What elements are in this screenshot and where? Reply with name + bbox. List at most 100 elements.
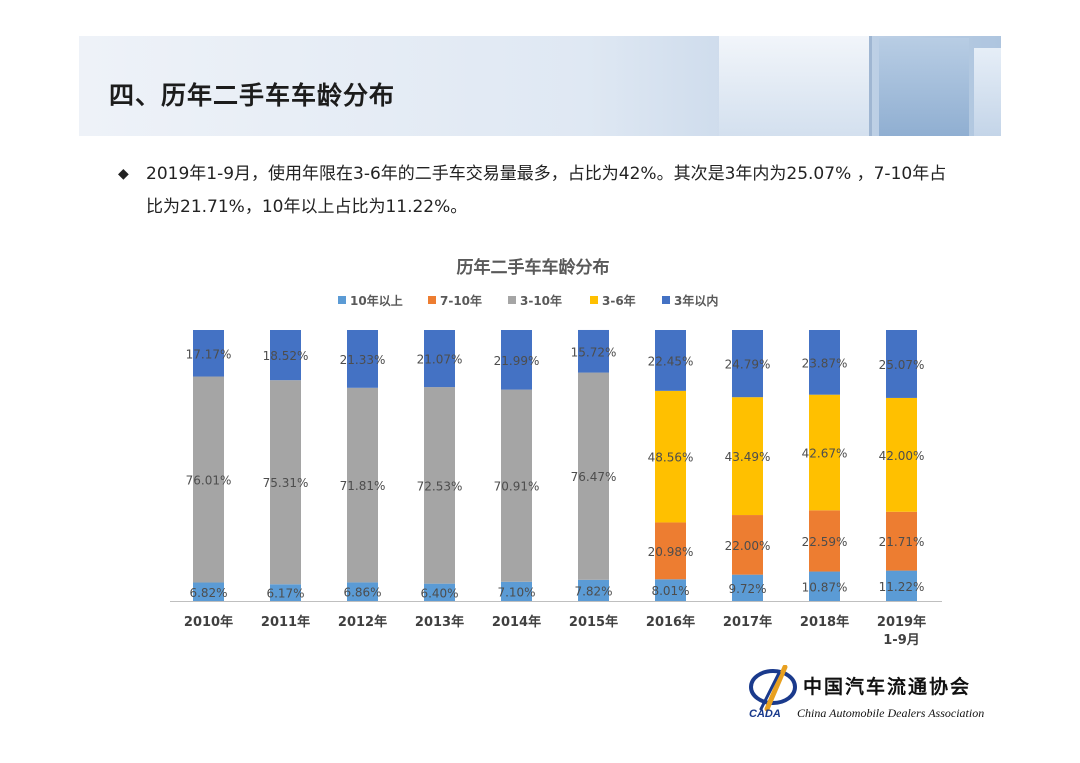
data-label: 22.59% [802, 535, 848, 549]
bar-segment [578, 329, 609, 373]
data-label: 7.10% [497, 585, 535, 599]
data-label: 76.47% [571, 470, 617, 484]
bar-segment [501, 330, 532, 390]
bar-segment [655, 522, 686, 580]
bar-segment [424, 330, 455, 388]
x-tick-label: 2010年 [184, 614, 233, 630]
banner-decor-cube [879, 38, 969, 136]
bar-segment [193, 582, 224, 601]
data-label: 75.31% [263, 476, 309, 490]
x-tick-label: 2019年 1-9月 [877, 614, 926, 648]
bar-segment [732, 330, 763, 398]
bar-segment [655, 330, 686, 391]
bar-segment [578, 579, 609, 601]
bar-segment [270, 380, 301, 585]
x-tick-label: 2011年 [261, 614, 310, 630]
data-label: 6.86% [343, 586, 381, 600]
data-label: 76.01% [186, 474, 232, 488]
data-label: 15.72% [571, 345, 617, 359]
bar-segment [886, 570, 917, 601]
bar-segment [193, 376, 224, 583]
legend-label: 3-10年 [520, 293, 562, 308]
data-label: 11.22% [879, 580, 925, 594]
data-label: 10.87% [802, 580, 848, 594]
data-label: 8.01% [651, 584, 689, 598]
data-label: 25.07% [879, 358, 925, 372]
bar-segment [655, 390, 686, 523]
x-tick-label: 2017年 [723, 614, 772, 630]
logo-name-en: China Automobile Dealers Association [797, 706, 984, 720]
cada-logo: CADA 中国汽车流通协会 China Automobile Dealers A… [749, 665, 984, 720]
legend-swatch [428, 296, 436, 304]
legend-swatch [662, 296, 670, 304]
header-banner: 四、历年二手车车龄分布 [79, 36, 1001, 136]
banner-decor-cube [719, 36, 872, 136]
data-label: 72.53% [417, 479, 463, 493]
banner-decor-cube [974, 48, 1001, 136]
bar-segment [347, 582, 378, 601]
bar-segment [578, 372, 609, 580]
bar-segment [732, 397, 763, 516]
x-tick-label: 2012年 [338, 614, 387, 630]
data-label: 48.56% [648, 451, 694, 465]
x-tick-label: 2013年 [415, 614, 464, 630]
bar-segment [424, 583, 455, 601]
bar-segment [270, 584, 301, 601]
x-tick-label: 2016年 [646, 614, 695, 630]
x-tick-label: 2015年 [569, 614, 618, 630]
bar-segment [809, 330, 840, 395]
data-label: 7.82% [574, 584, 612, 598]
legend-label: 10年以上 [350, 293, 403, 308]
legend-label: 3-6年 [602, 293, 636, 308]
legend-label: 3年以内 [674, 293, 718, 308]
logo-name-cn: 中国汽车流通协会 [803, 675, 971, 698]
data-label: 22.45% [648, 354, 694, 368]
page-title: 四、历年二手车车龄分布 [109, 81, 396, 110]
data-label: 71.81% [340, 479, 386, 493]
bar-segment [501, 581, 532, 601]
bar-segment [193, 330, 224, 377]
legend-label: 7-10年 [440, 293, 482, 308]
data-label: 18.52% [263, 349, 309, 363]
bar-segment [347, 387, 378, 583]
data-label: 17.17% [186, 347, 232, 361]
data-label: 43.49% [725, 450, 771, 464]
logo-abbr: CADA [749, 708, 781, 720]
data-label: 22.00% [725, 539, 771, 553]
legend-swatch [338, 296, 346, 304]
bar-segment [732, 515, 763, 575]
data-label: 21.99% [494, 354, 540, 368]
data-label: 24.79% [725, 358, 771, 372]
bar-segment [424, 387, 455, 584]
cada-emblem-icon: CADA [749, 665, 797, 720]
data-label: 6.40% [420, 586, 458, 600]
bar-segment [809, 394, 840, 511]
bar-segment [347, 330, 378, 388]
summary-paragraph: ◆ 2019年1-9月，使用年限在3-6年的二手车交易量最多，占比为42%。其次… [118, 158, 958, 224]
bar-segment [732, 574, 763, 601]
data-label: 21.71% [879, 535, 925, 549]
bar-segment [655, 579, 686, 601]
data-label: 42.67% [802, 447, 848, 461]
diamond-bullet-icon: ◆ [118, 166, 129, 182]
data-label: 21.33% [340, 353, 386, 367]
data-label: 70.91% [494, 480, 540, 494]
legend-swatch [508, 296, 516, 304]
data-label: 21.07% [417, 353, 463, 367]
bar-segment [809, 510, 840, 572]
chart-title: 历年二手车车龄分布 [457, 257, 610, 278]
bar-segment [270, 330, 301, 381]
bar-segment [886, 397, 917, 512]
bar-segment [501, 389, 532, 582]
legend-swatch [590, 296, 598, 304]
data-label: 42.00% [879, 449, 925, 463]
bar-segment [886, 511, 917, 571]
bar-segment [809, 571, 840, 601]
summary-text: 2019年1-9月，使用年限在3-6年的二手车交易量最多，占比为42%。其次是3… [146, 164, 947, 217]
x-tick-label: 2014年 [492, 614, 541, 630]
data-label: 23.87% [802, 356, 848, 370]
data-label: 6.17% [266, 587, 304, 601]
data-label: 9.72% [728, 582, 766, 596]
data-label: 20.98% [648, 545, 694, 559]
